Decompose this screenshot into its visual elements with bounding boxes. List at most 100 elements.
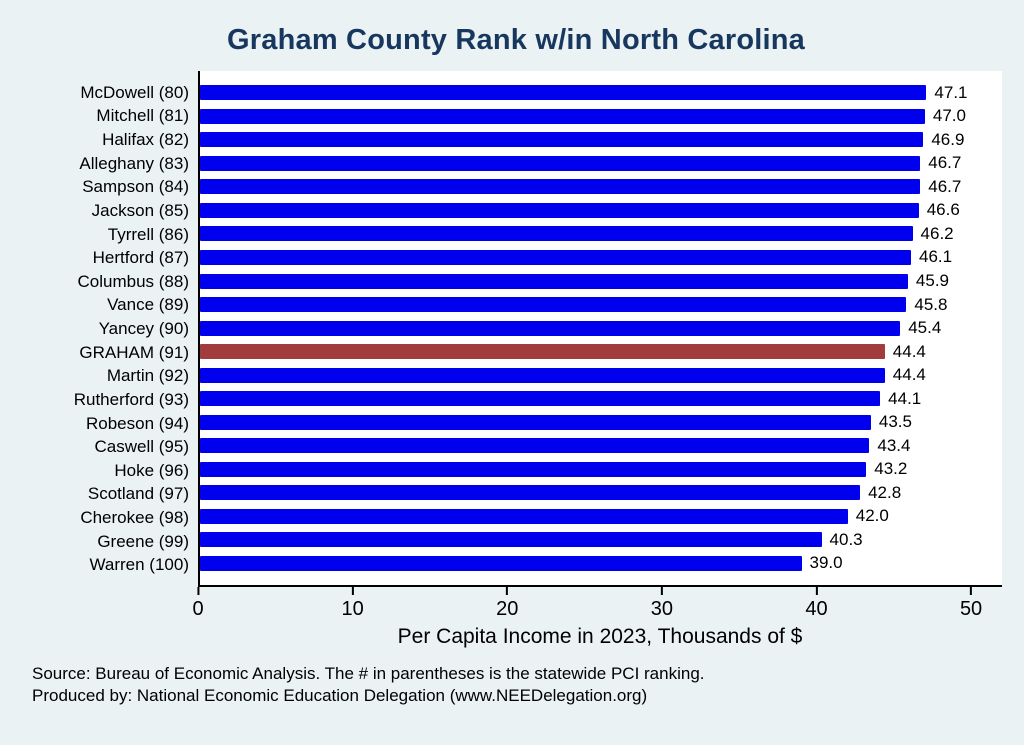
- value-label: 44.4: [892, 341, 926, 361]
- value-label: 45.9: [915, 271, 949, 291]
- bar-row: 44.1: [200, 387, 1002, 411]
- bar: [200, 532, 822, 548]
- bar-row: 43.5: [200, 410, 1002, 434]
- bar-row: 46.9: [200, 128, 1002, 152]
- tick-mark: [351, 587, 354, 595]
- value-label: 42.8: [868, 482, 902, 502]
- x-axis-tick: 0: [192, 587, 204, 621]
- tick-label: 10: [341, 598, 364, 620]
- tick-mark: [815, 587, 818, 595]
- value-label: 40.3: [829, 529, 863, 549]
- bar-row: 45.9: [200, 269, 1002, 293]
- x-axis-title-row: Per Capita Income in 2023, Thousands of …: [30, 625, 1002, 649]
- chart-title: Graham County Rank w/in North Carolina: [227, 24, 805, 56]
- bar-row: 45.8: [200, 293, 1002, 317]
- bar: [200, 555, 802, 571]
- county-label: Tyrrell (86): [107, 224, 189, 244]
- tick-label: 0: [192, 598, 204, 620]
- value-label: 47.1: [934, 82, 968, 102]
- county-label: GRAHAM (91): [79, 342, 189, 362]
- bar: [200, 85, 927, 101]
- value-label: 39.0: [809, 553, 843, 573]
- produced-note: Produced by: National Economic Education…: [32, 686, 648, 706]
- bar: [200, 414, 871, 430]
- county-label: Cherokee (98): [80, 508, 189, 528]
- value-label: 46.9: [931, 129, 965, 149]
- bar: [200, 461, 867, 477]
- tick-mark: [660, 587, 663, 595]
- bar: [200, 155, 921, 171]
- tick-mark: [970, 587, 973, 595]
- x-axis-tick: 10: [341, 587, 364, 621]
- bar-row: 46.7: [200, 152, 1002, 176]
- x-axis-tick: 40: [805, 587, 828, 621]
- value-label: 44.1: [888, 388, 922, 408]
- value-label: 47.0: [932, 106, 966, 126]
- bar: [200, 132, 924, 148]
- x-axis: 0 10 20 30 40 50: [192, 587, 1002, 625]
- tick-mark: [197, 587, 199, 595]
- bar-row: 43.4: [200, 434, 1002, 458]
- tick-label: 50: [959, 598, 983, 620]
- tick-label: 30: [650, 598, 673, 620]
- value-label: 45.4: [908, 318, 942, 338]
- bar: [200, 226, 913, 242]
- tick-mark: [506, 587, 509, 595]
- county-label: Hertford (87): [92, 248, 189, 268]
- bar-row: 44.4: [200, 363, 1002, 387]
- value-label: 44.4: [892, 365, 926, 385]
- county-label: Greene (99): [97, 531, 189, 551]
- county-label: Halifax (82): [102, 130, 189, 150]
- bar-row: 42.8: [200, 481, 1002, 505]
- county-label: Scotland (97): [87, 484, 189, 504]
- bar-row: 43.2: [200, 458, 1002, 482]
- bar: [200, 202, 919, 218]
- bar-row: 40.3: [200, 528, 1002, 552]
- value-label: 42.0: [855, 506, 889, 526]
- county-label: Yancey (90): [98, 319, 189, 339]
- county-label: Warren (100): [89, 555, 189, 575]
- x-axis-tick: 30: [651, 587, 673, 621]
- county-label: Vance (89): [107, 295, 189, 315]
- bar: [200, 508, 848, 524]
- value-label: 46.1: [919, 247, 953, 267]
- y-axis-labels: McDowell (80) Mitchell (81) Halifax (82) Al…: [30, 71, 198, 587]
- bar-row: 47.0: [200, 105, 1002, 129]
- x-axis-row: 0 10 20 30 40 50: [30, 587, 1002, 625]
- bar-row: 44.4: [200, 340, 1002, 364]
- value-label: 46.7: [928, 153, 962, 173]
- tick-label: 40: [805, 598, 828, 620]
- bar: [200, 391, 881, 407]
- county-label: Mitchell (81): [96, 106, 189, 126]
- bar-row: 45.4: [200, 316, 1002, 340]
- chart-container: Graham County Rank w/in North Carolina M…: [30, 24, 1002, 649]
- x-axis-title: Per Capita Income in 2023, Thousands of …: [397, 625, 803, 648]
- county-label: Jackson (85): [91, 200, 189, 220]
- plot-area: 47.1 47.0 46.9 46.7 46.7 46.6 46.2 46.1 45.9 45.8…: [198, 71, 1002, 587]
- chart-body: McDowell (80) Mitchell (81) Halifax (82) Al…: [30, 71, 1002, 587]
- value-label: 45.8: [914, 294, 948, 314]
- bar: [200, 273, 908, 289]
- bar: [200, 249, 911, 265]
- county-label: Caswell (95): [94, 437, 189, 457]
- county-label: McDowell (80): [80, 82, 189, 102]
- bar-row: 39.0: [200, 552, 1002, 576]
- value-label: 43.5: [878, 412, 912, 432]
- value-label: 46.2: [920, 223, 954, 243]
- bar-row: 46.6: [200, 199, 1002, 223]
- bar: [200, 438, 870, 454]
- x-axis-tick: 50: [960, 587, 982, 621]
- value-label: 46.7: [928, 176, 962, 196]
- bar: [200, 485, 861, 501]
- county-label: Rutherford (93): [73, 389, 189, 409]
- x-axis-spacer: [30, 587, 198, 625]
- bar-row: 46.1: [200, 246, 1002, 270]
- county-label: Alleghany (83): [79, 153, 189, 173]
- county-label: Columbus (88): [77, 271, 190, 291]
- footer-notes: Source: Bureau of Economic Analysis. The…: [32, 663, 1024, 708]
- county-label: Robeson (94): [85, 413, 189, 433]
- value-label: 43.2: [874, 459, 908, 479]
- value-label: 43.4: [877, 435, 911, 455]
- bar: [200, 367, 885, 383]
- bar: [200, 297, 907, 313]
